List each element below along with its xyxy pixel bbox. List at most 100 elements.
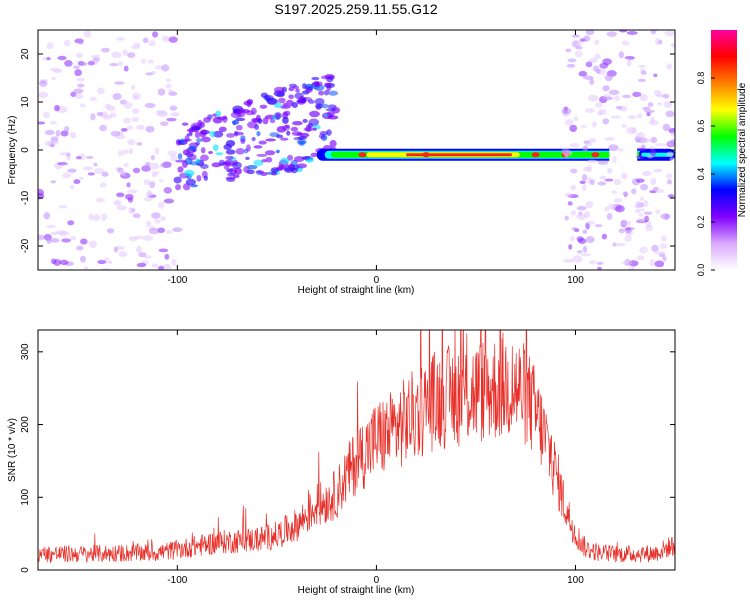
spectrogram-blob-scattered-cluster [231,120,240,125]
spectrogram-blob-noise-left [80,238,88,245]
spectrogram-blob-noise-right [666,179,673,185]
spectrogram-blob-noise-right [621,123,627,128]
spectrogram-blob-noise-left [99,124,107,132]
spectrogram-blob-noise-right [585,108,595,113]
spectrogram-blob-noise-right [592,121,597,128]
spectrogram-blob-scattered-cluster [200,154,209,162]
spectrogram-blob-scattered-cluster [225,149,236,155]
spectrogram-blob-scattered-cluster [194,131,201,139]
spectrogram-blob-scattered-cluster [290,167,298,174]
spectrogram-y-label: Frequency (Hz) [7,116,18,185]
spectrogram-blob-noise-left [164,253,170,260]
spectrogram-blob-noise-left [74,93,84,99]
spectrogram-blob-scattered-cluster [288,86,295,92]
spectrogram-blob-scattered-cluster [324,82,333,87]
spectrogram-blob-noise-left [78,39,84,45]
spectrogram-blob-noise-right [570,235,575,242]
spectrogram-blob-noise-left [79,255,87,263]
spectrogram-blob-noise-right [560,148,571,154]
spectrogram-blob-scattered-cluster [276,134,284,139]
spectrogram-blob-scattered-cluster [195,141,200,146]
spectrogram-blob-noise-right [662,93,670,99]
spectrogram-blob-scattered-cluster [209,130,216,138]
spectrogram-blob-noise-right [612,242,617,247]
spectrogram-blob-scattered-cluster [181,122,189,126]
spectrogram-blob-noise-right [646,112,651,117]
spectrogram-blob-scattered-cluster [271,171,278,176]
spectrogram-blob-noise-left [49,67,61,72]
spectrogram-blob-scattered-cluster [233,167,242,175]
spectrogram-blob-noise-left [58,205,68,209]
spectrogram-y-tick-label: 0 [20,147,31,153]
carrier-hotspot [591,152,600,158]
spectrogram-blob-scattered-cluster [175,184,182,191]
snr-series-line [38,330,675,564]
spectrogram-blob-noise-left [63,39,71,47]
spectrogram-blob-noise-right [650,136,658,144]
spectrogram-blob-noise-left [50,180,57,184]
spectrogram-blob-noise-right [580,253,592,257]
spectrogram-blob-noise-right [581,174,588,182]
spectrogram-blob-noise-right [621,260,633,266]
spectrogram-blob-noise-left [96,87,105,95]
spectrogram-blob-noise-right [654,251,666,255]
spectrogram-blob-scattered-cluster [262,117,269,125]
spectrogram-blob-noise-left [83,266,89,270]
spectrogram-blob-scattered-cluster [311,76,320,81]
spectrogram-blob-scattered-cluster [289,83,297,88]
spectrogram-blob-noise-right [635,200,641,206]
spectrogram-blob-noise-right [614,95,620,102]
spectrogram-blob-noise-left [77,83,85,88]
colorbar-tick-label: 0.0 [696,264,706,277]
spectrogram-blob-noise-left [117,167,124,174]
spectrogram-blob-noise-left [38,143,41,147]
spectrogram-x-tick-label: -100 [167,275,187,286]
spectrogram-blob-noise-left [151,173,157,178]
spectrogram-blob-scattered-cluster [297,135,307,140]
spectrogram-blob-noise-left [88,240,98,248]
spectrogram-y-tick-label: 20 [20,48,31,60]
spectrogram-blob-noise-right [651,244,659,252]
spectrogram-blob-noise-right [602,85,610,92]
spectrogram-blob-noise-left [162,263,172,270]
spectrogram-blob-scattered-cluster [186,132,193,137]
spectrogram-blob-scattered-cluster [201,136,211,143]
spectrogram-blob-scattered-cluster [211,162,221,168]
spectrogram-blob-noise-left [123,101,133,109]
spectrogram-blob-noise-right [566,63,576,68]
spectrogram-blob-noise-left [136,245,142,254]
spectrogram-blob-noise-left [38,91,49,99]
spectrogram-blob-noise-right [670,131,675,137]
spectrogram-blob-scattered-cluster [177,166,184,173]
spectrogram-blob-noise-right [620,220,631,227]
spectrogram-blob-noise-left [74,69,82,77]
spectrogram-blob-scattered-cluster [190,126,202,131]
spectrogram-blob-noise-left [158,265,164,270]
spectrogram-blob-noise-left [92,57,100,63]
colorbar-tick-label: 0.6 [696,120,706,133]
spectrogram-blob-scattered-cluster [292,121,303,126]
spectrogram-blob-noise-left [141,165,151,172]
spectrogram-blob-noise-right [570,185,577,191]
spectrogram-blob-noise-left [46,42,54,50]
spectrogram-blob-scattered-cluster [325,108,337,112]
spectrogram-blob-noise-right [597,160,609,165]
spectrogram-blob-scattered-cluster [235,117,246,122]
spectrogram-blob-noise-right [628,266,635,270]
spectrogram-blob-noise-right [636,113,643,119]
spectrogram-blob-noise-right [642,106,651,111]
spectrogram-blob-scattered-cluster [269,118,276,124]
spectrogram-y-ticks: -20 -10 0 10 20 [20,48,675,253]
spectrogram-blob-noise-right [618,51,624,59]
spectrogram-blob-noise-left [163,198,175,204]
spectrogram-blob-noise-right [595,102,603,108]
spectrogram-blob-noise-left [79,103,86,108]
spectrogram-blob-noise-left [111,51,122,59]
spectrogram-blob-noise-right [640,196,645,201]
snr-frame [37,329,676,571]
spectrogram-blob-noise-right [569,142,580,148]
spectrogram-blob-noise-left [59,259,69,265]
spectrogram-blob-noise-left [62,172,72,179]
spectrogram-blob-noise-left [157,88,166,96]
spectrogram-blob-noise-left [53,258,62,266]
